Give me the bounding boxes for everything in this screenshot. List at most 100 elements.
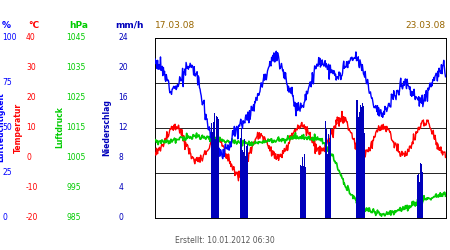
Bar [326, 148, 327, 218]
Bar [211, 123, 212, 218]
Bar [326, 128, 327, 218]
Text: hPa: hPa [70, 21, 89, 30]
Text: Niederschlag: Niederschlag [102, 99, 111, 156]
Text: 8: 8 [118, 153, 123, 162]
Bar [362, 103, 363, 218]
Text: %: % [2, 21, 11, 30]
Text: 20: 20 [26, 93, 36, 102]
Bar [327, 154, 328, 218]
Bar [358, 117, 359, 218]
Bar [419, 187, 420, 218]
Bar [356, 100, 357, 218]
Bar [358, 121, 359, 218]
Bar [303, 166, 304, 218]
Text: 10: 10 [26, 123, 36, 132]
Bar [361, 106, 362, 218]
Bar [417, 175, 418, 218]
Bar [328, 134, 329, 218]
Text: Erstellt: 10.01.2012 06:30: Erstellt: 10.01.2012 06:30 [175, 236, 275, 245]
Text: °C: °C [28, 21, 39, 30]
Bar [218, 119, 219, 218]
Text: 985: 985 [67, 213, 81, 222]
Bar [363, 106, 364, 218]
Bar [418, 174, 419, 218]
Text: 0: 0 [2, 213, 7, 222]
Bar [361, 125, 362, 218]
Bar [421, 179, 422, 218]
Bar [421, 164, 422, 218]
Text: 0: 0 [118, 213, 123, 222]
Bar [244, 155, 245, 218]
Text: Temperatur: Temperatur [14, 102, 22, 152]
Text: 100: 100 [2, 33, 17, 42]
Bar [211, 132, 212, 218]
Bar [242, 128, 243, 218]
Bar [240, 138, 241, 218]
Bar [301, 169, 302, 218]
Text: 20: 20 [118, 63, 128, 72]
Bar [243, 157, 244, 218]
Text: 24: 24 [118, 33, 128, 42]
Bar [304, 165, 305, 218]
Bar [244, 139, 245, 218]
Bar [417, 166, 418, 218]
Text: -20: -20 [26, 213, 39, 222]
Text: 0: 0 [26, 153, 31, 162]
Bar [242, 150, 243, 218]
Text: 23.03.08: 23.03.08 [405, 21, 446, 30]
Text: 17.03.08: 17.03.08 [155, 21, 195, 30]
Bar [216, 116, 217, 218]
Bar [422, 172, 423, 218]
Bar [245, 156, 246, 218]
Text: 1045: 1045 [67, 33, 86, 42]
Bar [362, 130, 363, 218]
Bar [246, 138, 247, 218]
Bar [215, 141, 216, 218]
Bar [420, 163, 421, 218]
Bar [215, 139, 216, 218]
Text: 40: 40 [26, 33, 36, 42]
Text: -10: -10 [26, 183, 39, 192]
Text: 75: 75 [2, 78, 12, 87]
Text: 30: 30 [26, 63, 36, 72]
Text: 25: 25 [2, 168, 12, 177]
Text: 1025: 1025 [67, 93, 86, 102]
Bar [302, 148, 303, 218]
Bar [330, 130, 331, 218]
Text: Luftdruck: Luftdruck [55, 106, 64, 148]
Bar [302, 157, 303, 218]
Bar [329, 149, 330, 218]
Bar [240, 143, 241, 218]
Bar [212, 132, 213, 218]
Bar [359, 112, 360, 218]
Bar [419, 182, 420, 218]
Text: 50: 50 [2, 123, 12, 132]
Text: 1005: 1005 [67, 153, 86, 162]
Bar [212, 138, 213, 218]
Text: 995: 995 [67, 183, 81, 192]
Bar [216, 140, 217, 218]
Bar [324, 147, 325, 218]
Text: 1015: 1015 [67, 123, 86, 132]
Bar [300, 165, 301, 218]
Bar [218, 141, 219, 218]
Bar [247, 144, 248, 218]
Text: 16: 16 [118, 93, 128, 102]
Text: mm/h: mm/h [115, 21, 143, 30]
Bar [360, 105, 361, 218]
Bar [213, 122, 214, 218]
Text: 1035: 1035 [67, 63, 86, 72]
Bar [217, 117, 218, 218]
Bar [214, 112, 215, 218]
Text: 12: 12 [118, 123, 128, 132]
Bar [325, 120, 326, 218]
Bar [330, 154, 331, 218]
Bar [357, 100, 358, 218]
Bar [246, 146, 247, 218]
Bar [214, 114, 215, 218]
Bar [304, 154, 305, 218]
Text: 4: 4 [118, 183, 123, 192]
Bar [241, 129, 242, 218]
Bar [305, 169, 306, 218]
Text: Luftfeuchtigkeit: Luftfeuchtigkeit [0, 92, 5, 162]
